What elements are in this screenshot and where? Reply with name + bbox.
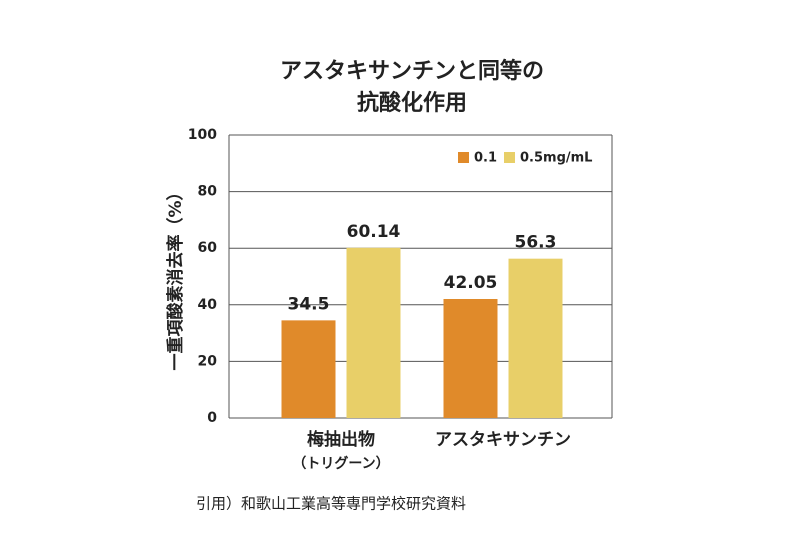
legend-swatch bbox=[504, 152, 515, 163]
x-tick-label: 梅抽出物 bbox=[307, 429, 375, 450]
legend-label: 0.5mg/mL bbox=[520, 151, 592, 166]
value-label: 60.14 bbox=[347, 222, 401, 242]
y-axis-label: 一重項酸素消去率（%） bbox=[165, 183, 186, 370]
y-tick-label: 80 bbox=[198, 184, 218, 200]
bar bbox=[443, 298, 498, 418]
chart-subtitle: 抗酸化作用 bbox=[357, 90, 467, 116]
chart-title: アスタキサンチンと同等の bbox=[280, 58, 544, 84]
bar bbox=[508, 258, 563, 418]
x-tick-label: アスタキサンチン bbox=[435, 430, 571, 450]
y-tick-label: 60 bbox=[198, 240, 218, 256]
value-label: 34.5 bbox=[288, 294, 330, 314]
y-tick-label: 40 bbox=[198, 297, 218, 313]
legend-swatch bbox=[458, 152, 469, 163]
value-label: 56.3 bbox=[515, 233, 557, 253]
legend-label: 0.1 bbox=[474, 151, 497, 166]
y-tick-label: 20 bbox=[198, 353, 218, 369]
y-tick-label: 0 bbox=[207, 410, 217, 426]
bar bbox=[346, 247, 401, 418]
bar bbox=[281, 320, 336, 418]
value-label: 42.05 bbox=[444, 273, 498, 293]
y-tick-label: 100 bbox=[188, 127, 217, 143]
source-note: 引用）和歌山工業高等専門学校研究資料 bbox=[196, 495, 466, 513]
x-tick-sublabel: （トリグーン） bbox=[292, 455, 389, 472]
